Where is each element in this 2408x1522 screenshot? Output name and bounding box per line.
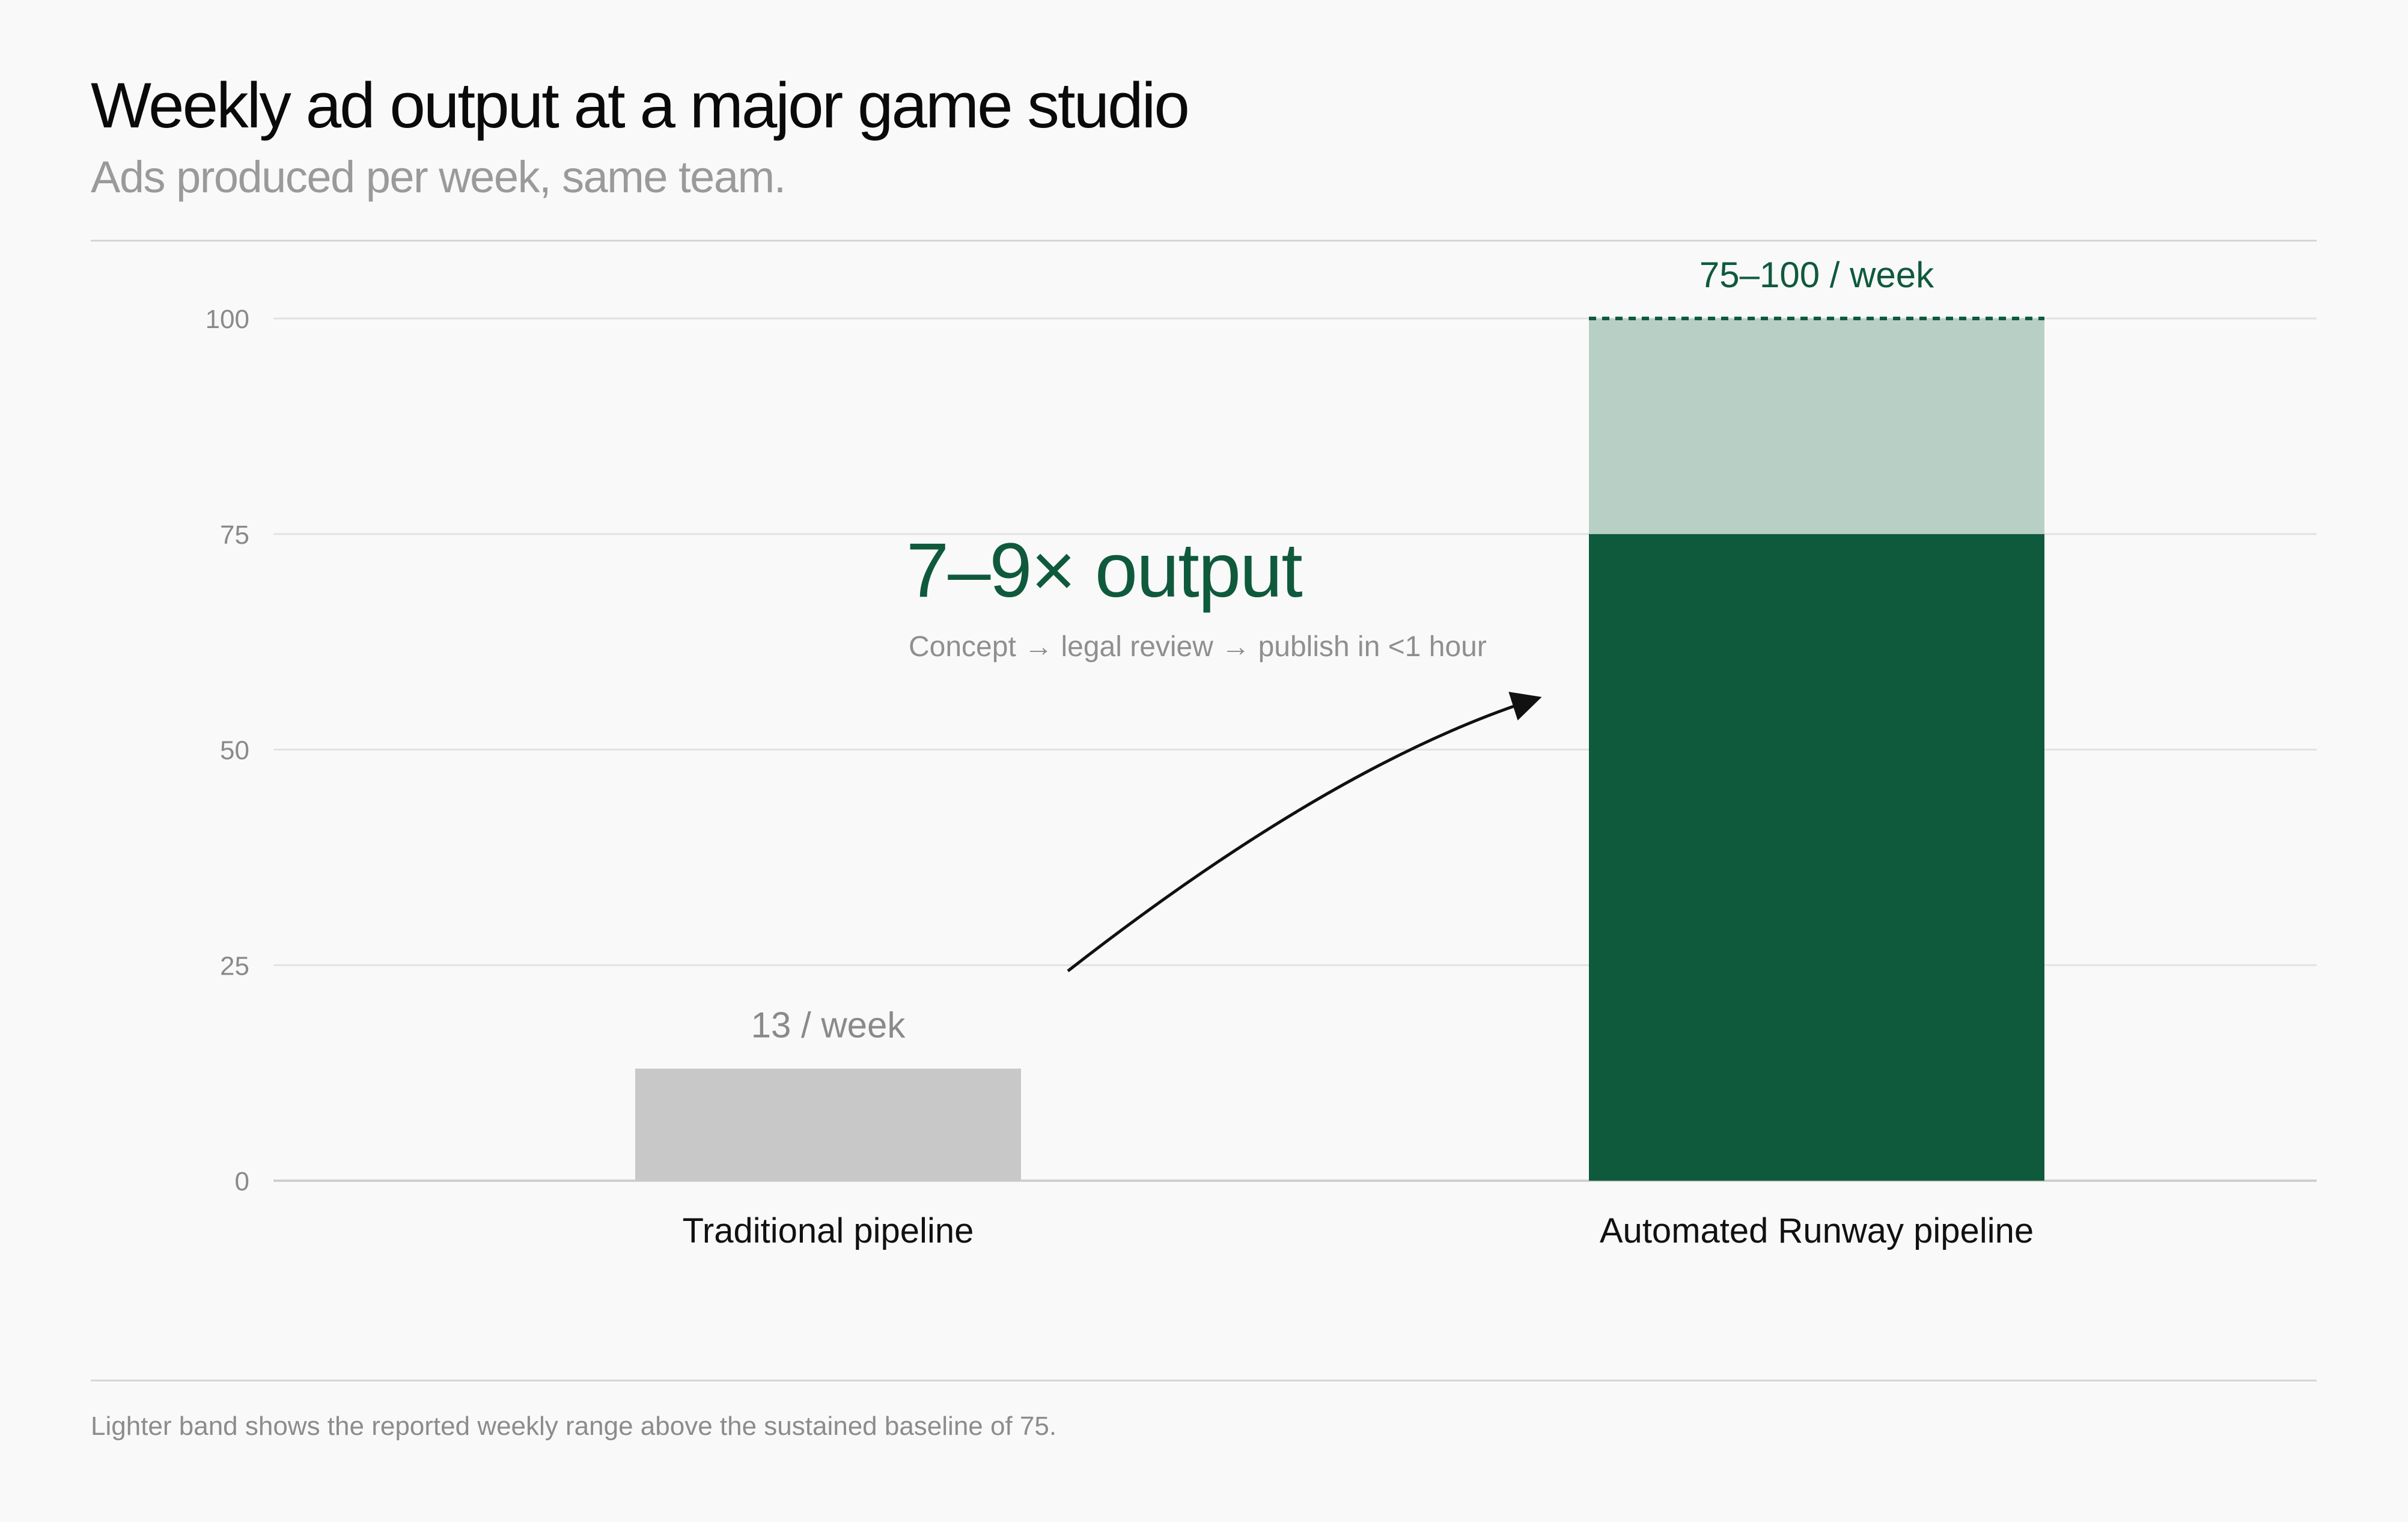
bottom-divider (91, 1380, 2317, 1381)
x-axis-label-automated: Automated Runway pipeline (1600, 1211, 2034, 1250)
arrow-connector (1067, 692, 1542, 972)
annotation-headline: 7–9× output (906, 528, 1302, 613)
y-tick-label-100: 100 (206, 305, 249, 334)
annotation: 7–9× output Concept → legal review → pub… (906, 528, 1542, 972)
x-axis-labels: Traditional pipeline Automated Runway pip… (683, 1211, 2034, 1250)
y-tick-label-0: 0 (235, 1167, 249, 1196)
footnote: Lighter band shows the reported weekly r… (91, 1411, 1057, 1441)
top-divider (91, 240, 2317, 242)
chart-subtitle: Ads produced per week, same team. (91, 152, 786, 202)
bar-automated-range (1589, 318, 2044, 534)
data-labels: 13 / week 75–100 / week (751, 255, 1935, 1045)
data-label-automated: 75–100 / week (1699, 255, 1934, 295)
annotation-detail: Concept → legal review → publish in <1 h… (909, 631, 1487, 663)
bars (635, 317, 2044, 1181)
bar-traditional (635, 1068, 1021, 1181)
y-tick-label-75: 75 (220, 520, 249, 550)
bar-automated-baseline (1589, 534, 2044, 1181)
y-tick-label-25: 25 (220, 951, 249, 981)
y-tick-label-50: 50 (220, 736, 249, 766)
x-axis-label-traditional: Traditional pipeline (683, 1211, 974, 1250)
data-label-traditional: 13 / week (751, 1005, 906, 1045)
y-axis-ticks: 0 25 50 75 100 (206, 305, 249, 1196)
chart-title: Weekly ad output at a major game studio (91, 69, 1190, 141)
